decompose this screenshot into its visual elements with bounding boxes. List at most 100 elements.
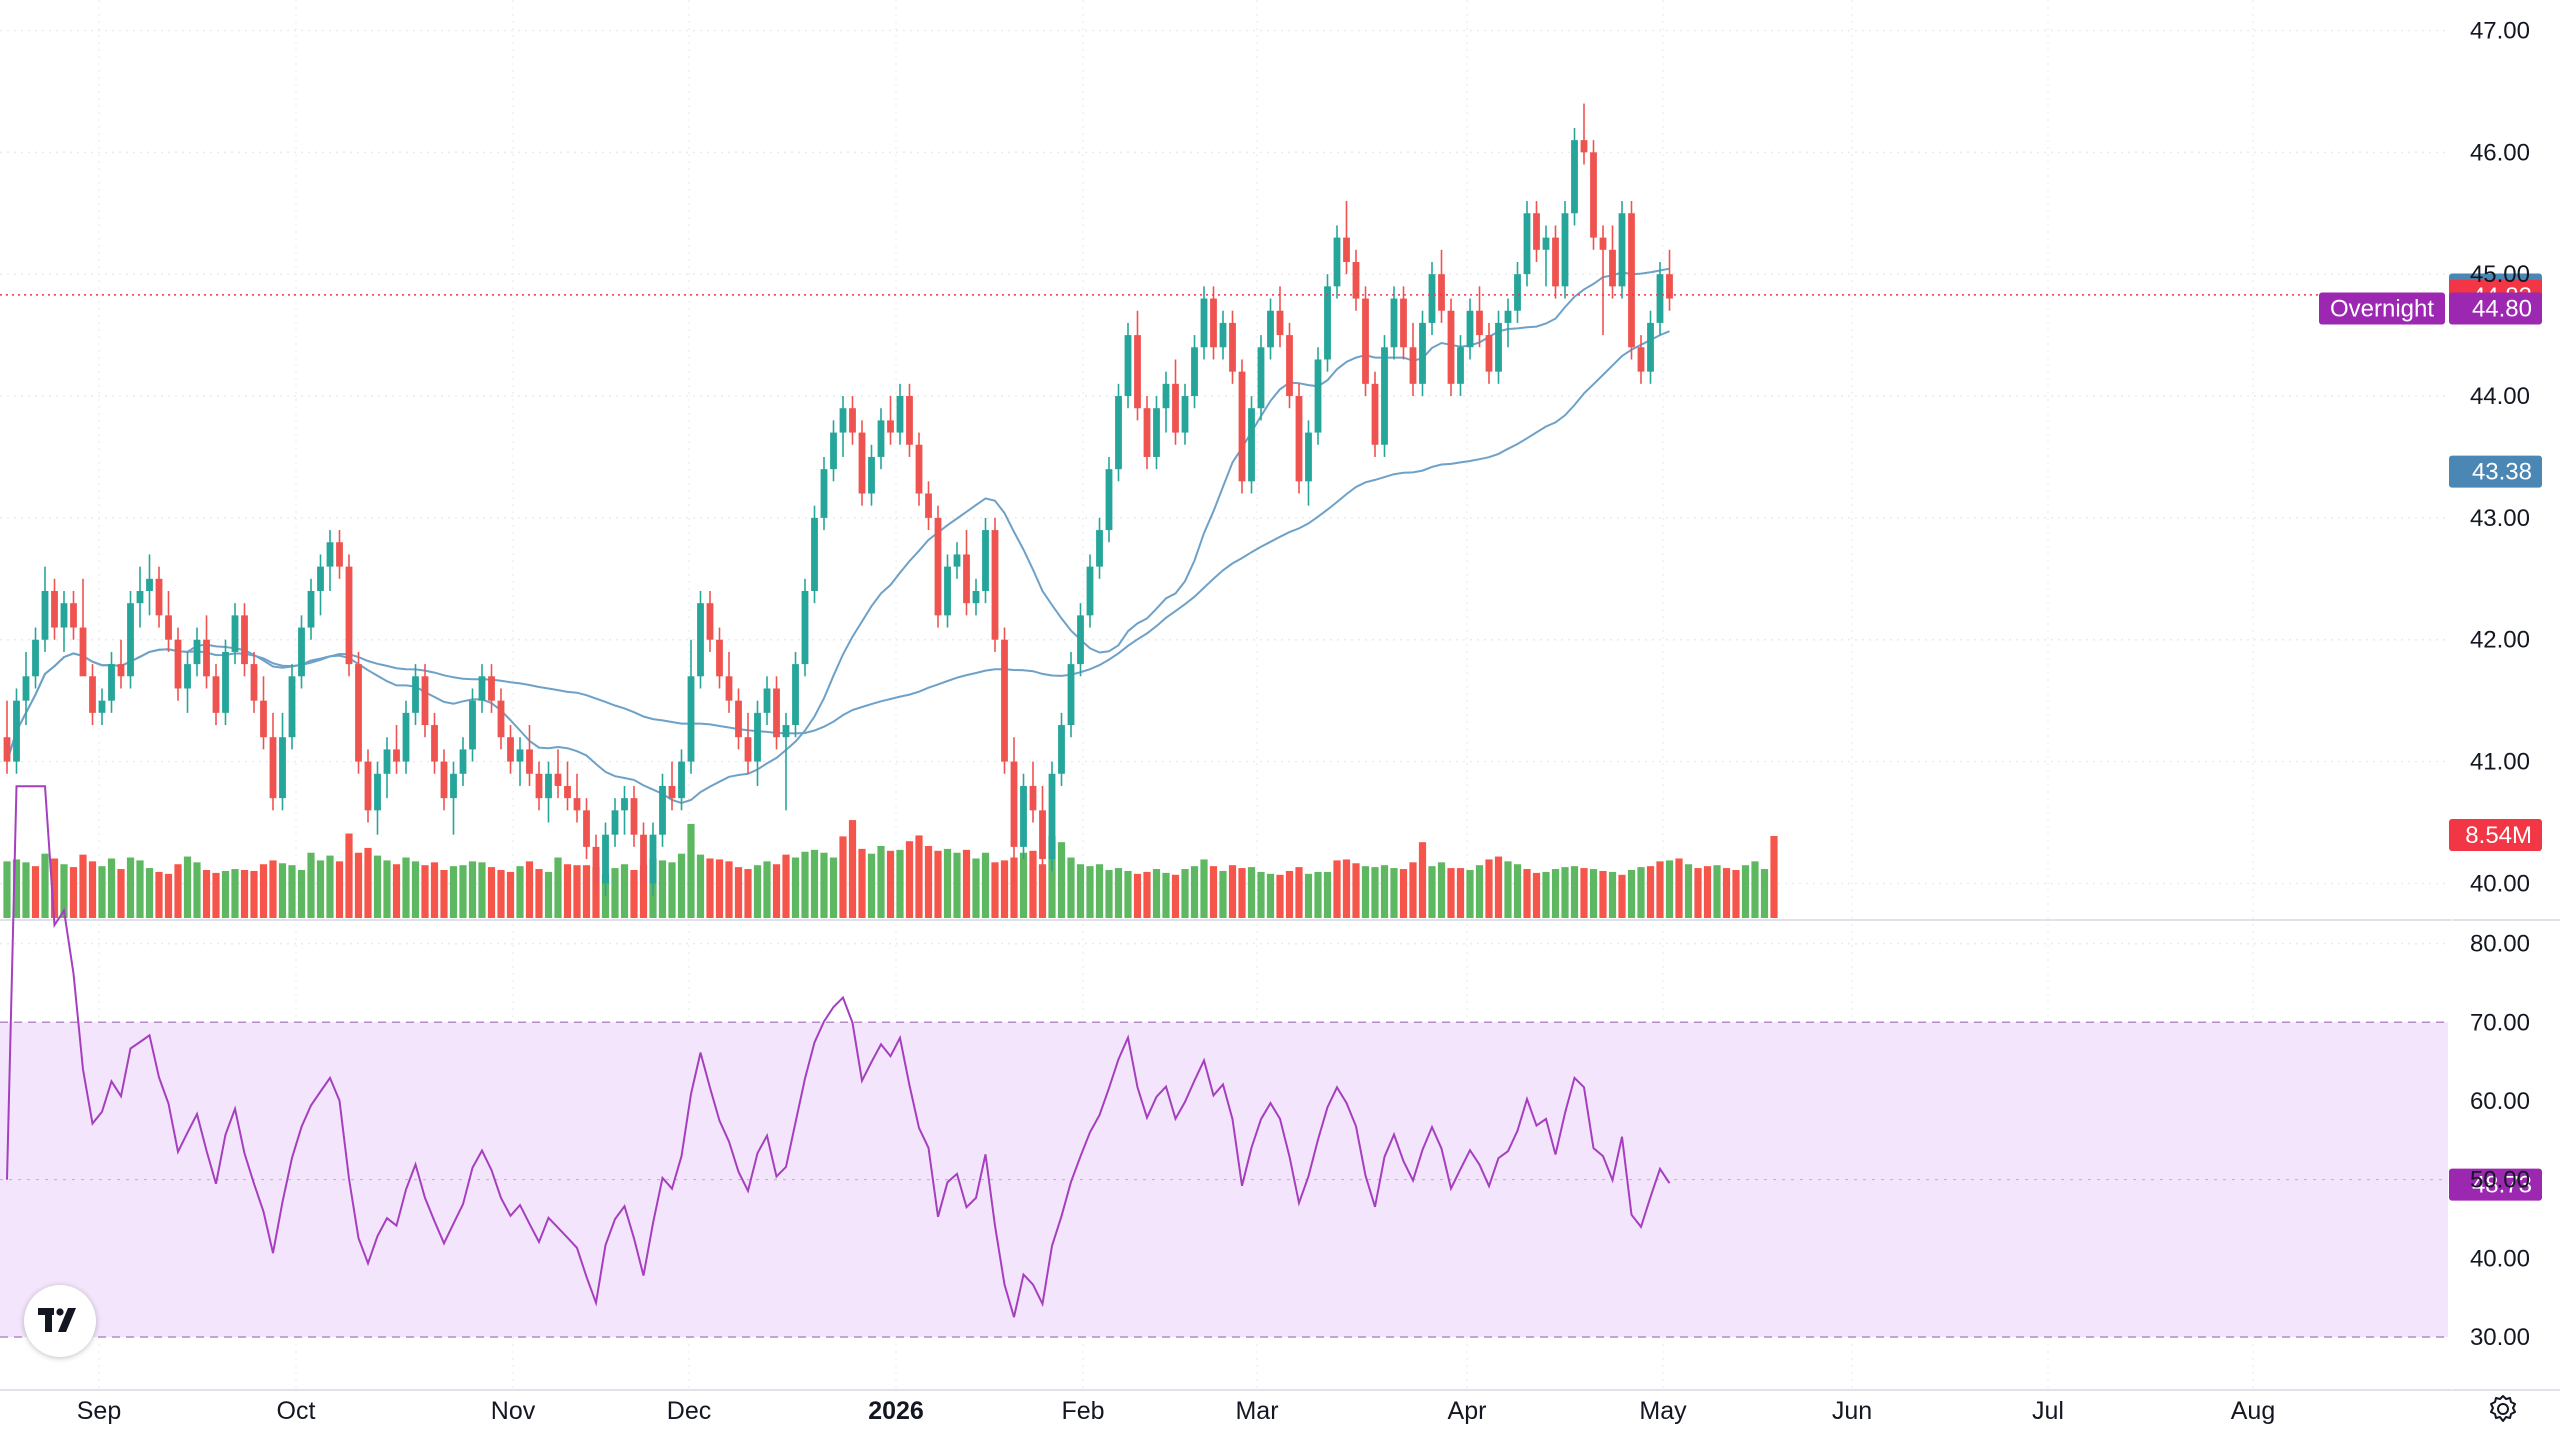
- volume-bar: [848, 820, 857, 918]
- volume-bar: [1732, 870, 1740, 918]
- time-axis-label: Dec: [667, 1397, 711, 1425]
- candle-body: [317, 566, 324, 591]
- volume-bar: [1361, 866, 1370, 918]
- candle-body: [944, 566, 951, 616]
- candle-body: [222, 651, 229, 713]
- volume-bar: [962, 849, 971, 918]
- candle-body: [1438, 274, 1445, 311]
- volume-bar: [1228, 865, 1237, 918]
- candle-body: [1324, 286, 1331, 360]
- volume-bar: [1475, 865, 1484, 918]
- volume-bar: [1238, 868, 1246, 918]
- candle-body: [1257, 347, 1265, 409]
- candle-body: [735, 700, 742, 738]
- candle-body: [1096, 530, 1103, 567]
- volume-bar: [677, 853, 686, 918]
- volume-bar: [126, 857, 135, 918]
- volume-bar: [136, 860, 144, 918]
- volume-bar: [1219, 870, 1227, 918]
- volume-bar: [772, 864, 781, 918]
- rsi-tick-label: 50.00: [2470, 1167, 2530, 1194]
- candle-body: [849, 408, 856, 433]
- moving-averages: [6, 267, 1670, 805]
- price-tick-label: 45.00: [2470, 261, 2530, 288]
- volume-bar: [3, 861, 11, 918]
- candle-body: [117, 664, 125, 677]
- candle-body: [621, 798, 628, 811]
- candle-body: [839, 408, 847, 433]
- candle-body: [1001, 639, 1008, 762]
- volume-bar: [1247, 867, 1256, 918]
- time-axis-label: Jul: [2032, 1397, 2064, 1425]
- volume-bar: [383, 860, 391, 918]
- rsi-tick-label: 80.00: [2470, 931, 2530, 958]
- candle-body: [307, 590, 315, 628]
- candle-body: [1039, 810, 1046, 860]
- volume-bar: [1114, 868, 1123, 918]
- candle-body: [345, 566, 353, 665]
- candle-body: [1077, 615, 1084, 665]
- volume-bar: [611, 868, 619, 918]
- candle-body: [260, 700, 267, 738]
- candle-body: [1305, 432, 1312, 482]
- candle-body: [364, 761, 372, 811]
- overnight-price-tag-bg: [2449, 292, 2542, 325]
- volume-bar: [1029, 850, 1037, 918]
- volume-bar: [440, 870, 448, 918]
- volume-bar: [535, 869, 543, 918]
- candle-body: [155, 578, 163, 616]
- volume-bar: [1532, 872, 1541, 918]
- candle-body: [1210, 298, 1217, 348]
- volume-bar: [1751, 861, 1759, 918]
- candle-body: [744, 737, 752, 762]
- candle-body: [269, 737, 277, 799]
- candle-body: [1238, 371, 1246, 482]
- volume-bar: [1371, 867, 1379, 918]
- volume-bar: [421, 865, 429, 918]
- volume-bar: [478, 862, 486, 918]
- volume-bar: [373, 855, 382, 918]
- candle-body: [1647, 322, 1654, 372]
- volume-bar: [1067, 857, 1075, 918]
- volume-bar: [69, 867, 78, 918]
- overnight-price-tag: 44.80: [2472, 296, 2532, 323]
- rsi-line: [6, 785, 1671, 1318]
- time-axis-label: Oct: [277, 1397, 316, 1425]
- candle-body: [1105, 469, 1113, 531]
- candle-body: [51, 590, 58, 628]
- volume-bar: [1380, 865, 1389, 918]
- candle-body: [1371, 383, 1379, 445]
- volume-bar: [12, 859, 21, 918]
- candle-body: [1628, 213, 1635, 348]
- volume-bar: [506, 871, 515, 918]
- volume-bar: [1770, 836, 1778, 918]
- volume-bar: [1304, 873, 1313, 918]
- tradingview-logo-icon[interactable]: [24, 1285, 96, 1357]
- volume-bar: [1181, 869, 1189, 918]
- volume-bar: [1694, 868, 1702, 918]
- candle-body: [250, 664, 258, 701]
- candle-body: [1485, 335, 1493, 372]
- candle-body: [203, 639, 210, 677]
- price-tick-label: 47.00: [2470, 17, 2530, 44]
- volume-bar: [1418, 842, 1427, 918]
- candle-body: [412, 676, 419, 713]
- candle-body: [1400, 298, 1407, 348]
- volume-bar: [79, 854, 87, 918]
- ma-slow-tag: 43.38: [2472, 459, 2532, 486]
- gear-icon[interactable]: [2487, 1393, 2519, 1425]
- candle-body: [526, 749, 533, 774]
- volume-bar: [915, 835, 923, 918]
- volume-bar: [820, 852, 828, 918]
- candle-body: [972, 590, 980, 604]
- candle-body: [1476, 310, 1483, 336]
- candle-body: [649, 834, 657, 884]
- time-axis-label: Sep: [77, 1397, 121, 1425]
- candle-body: [1409, 347, 1417, 384]
- volume-bar: [1152, 869, 1161, 918]
- volume-bar: [307, 852, 315, 918]
- rsi-tick-label: 60.00: [2470, 1088, 2530, 1115]
- candle-body: [554, 773, 562, 786]
- volume-bar: [1494, 856, 1503, 918]
